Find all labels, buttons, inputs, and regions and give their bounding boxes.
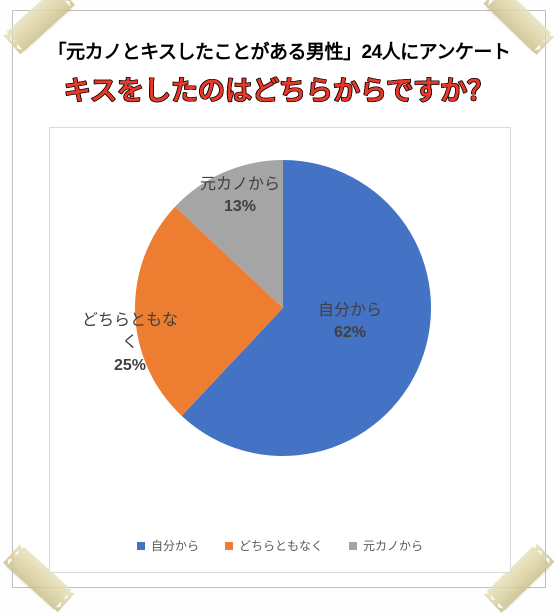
legend-label: 自分から [151,537,199,554]
pie-slice-label: 自分から62% [300,300,400,345]
legend-swatch [225,542,233,550]
legend-swatch [137,542,145,550]
pie-slice-label: 元カノから13% [190,174,290,219]
legend-item: 自分から [137,537,199,554]
legend-item: どちらともなく [225,537,323,554]
pie-slice-label: どちらともなく25% [80,310,180,377]
card-frame: 「元カノとキスしたことがある男性」24人にアンケート キスをしたのはどちらからで… [12,10,546,588]
survey-subtitle: 「元カノとキスしたことがある男性」24人にアンケート [13,37,545,64]
survey-title: キスをしたのはどちらからですか？ [13,69,545,108]
legend-item: 元カノから [349,537,423,554]
legend-label: どちらともなく [239,537,323,554]
legend-swatch [349,542,357,550]
chart-legend: 自分から どちらともなく 元カノから [50,537,510,554]
pie-chart-panel: 自分から62% どちらともなく25% 元カノから13% 自分から どちらともなく 元… [49,127,511,573]
legend-label: 元カノから [363,537,423,554]
